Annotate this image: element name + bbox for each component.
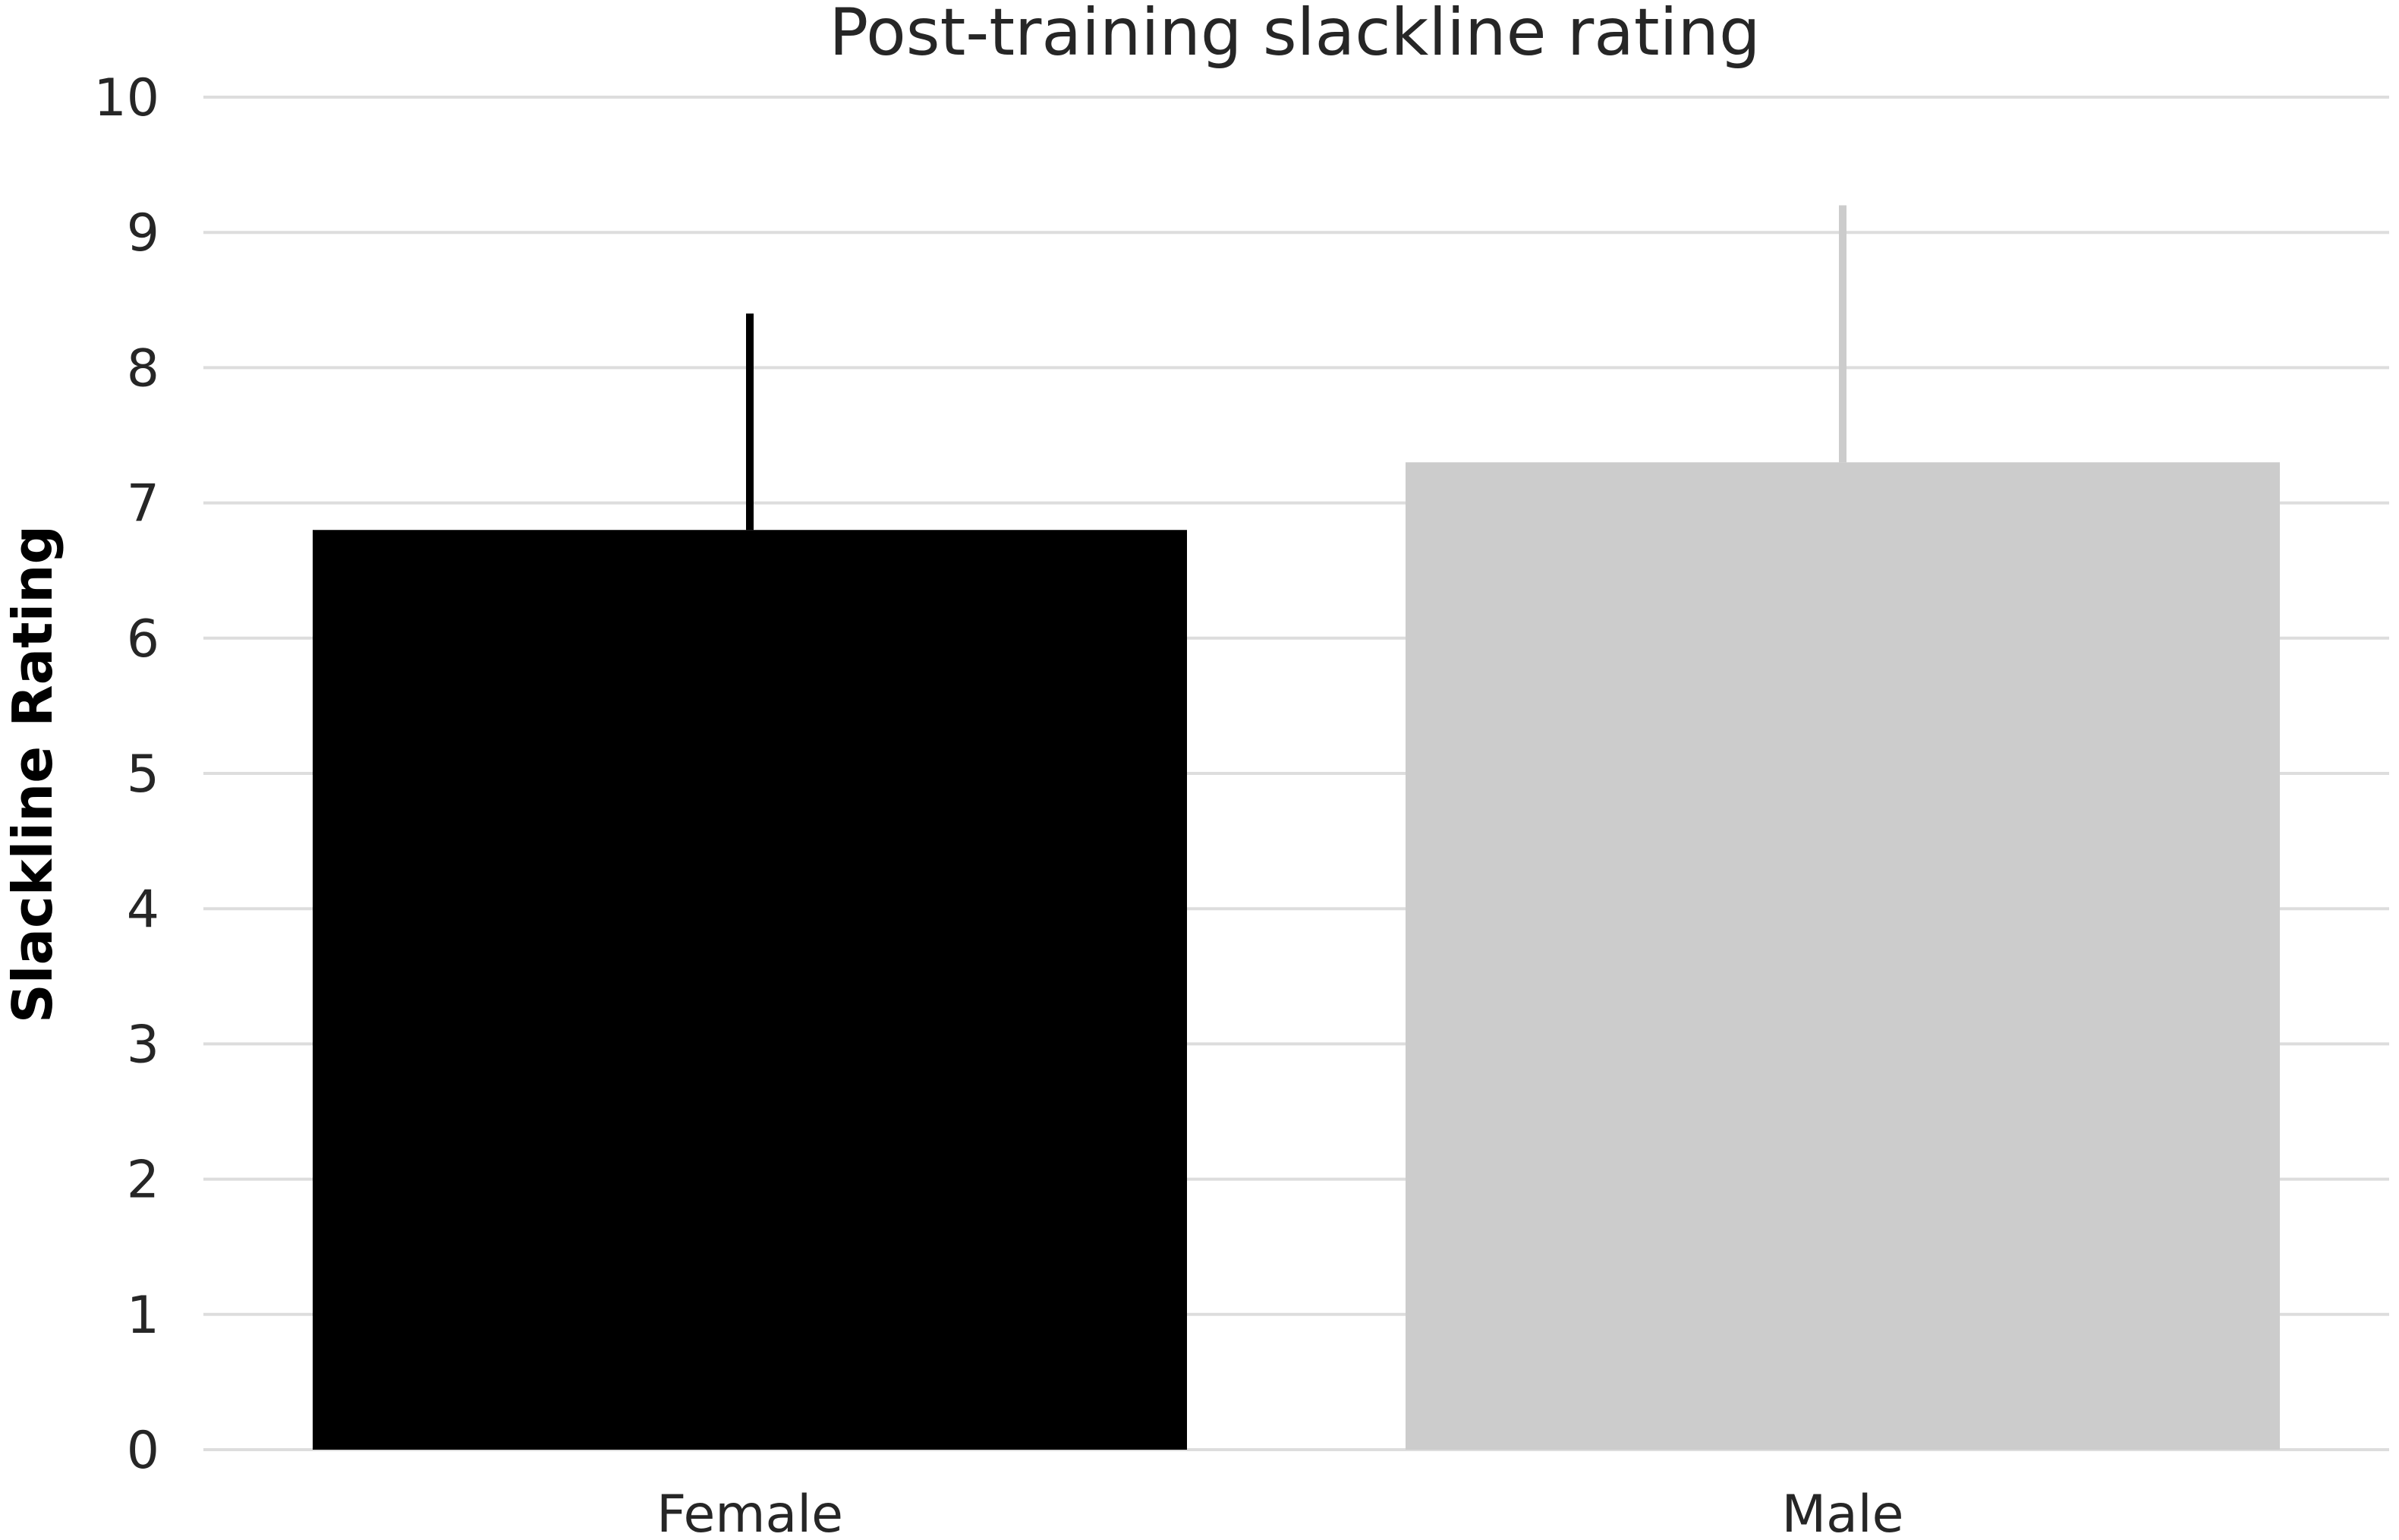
y-tick-label: 1	[127, 1286, 159, 1346]
chart-title: Post-training slackline rating	[829, 0, 1760, 71]
y-tick-label: 10	[93, 68, 159, 128]
bars	[313, 462, 2280, 1450]
y-tick-label: 7	[127, 474, 159, 534]
y-tick-label: 8	[127, 339, 159, 398]
y-tick-label: 3	[127, 1015, 159, 1075]
bar-male	[1406, 462, 2280, 1450]
x-tick-labels: Female Male	[656, 1485, 1903, 1540]
y-tick-label: 4	[127, 880, 159, 940]
x-tick-label: Female	[656, 1485, 843, 1540]
y-tick-label: 9	[127, 203, 159, 263]
y-tick-label: 2	[127, 1151, 159, 1211]
x-tick-label: Male	[1781, 1485, 1903, 1540]
y-tick-label: 5	[127, 745, 159, 805]
y-tick-label: 6	[127, 609, 159, 669]
y-tick-labels: 0 1 2 3 4 5 6 7 8 9 10	[93, 68, 159, 1481]
y-axis-label: Slackline Rating	[1, 525, 65, 1023]
error-bars	[746, 205, 1846, 531]
y-tick-label: 0	[127, 1421, 159, 1481]
bar-female	[313, 530, 1187, 1450]
